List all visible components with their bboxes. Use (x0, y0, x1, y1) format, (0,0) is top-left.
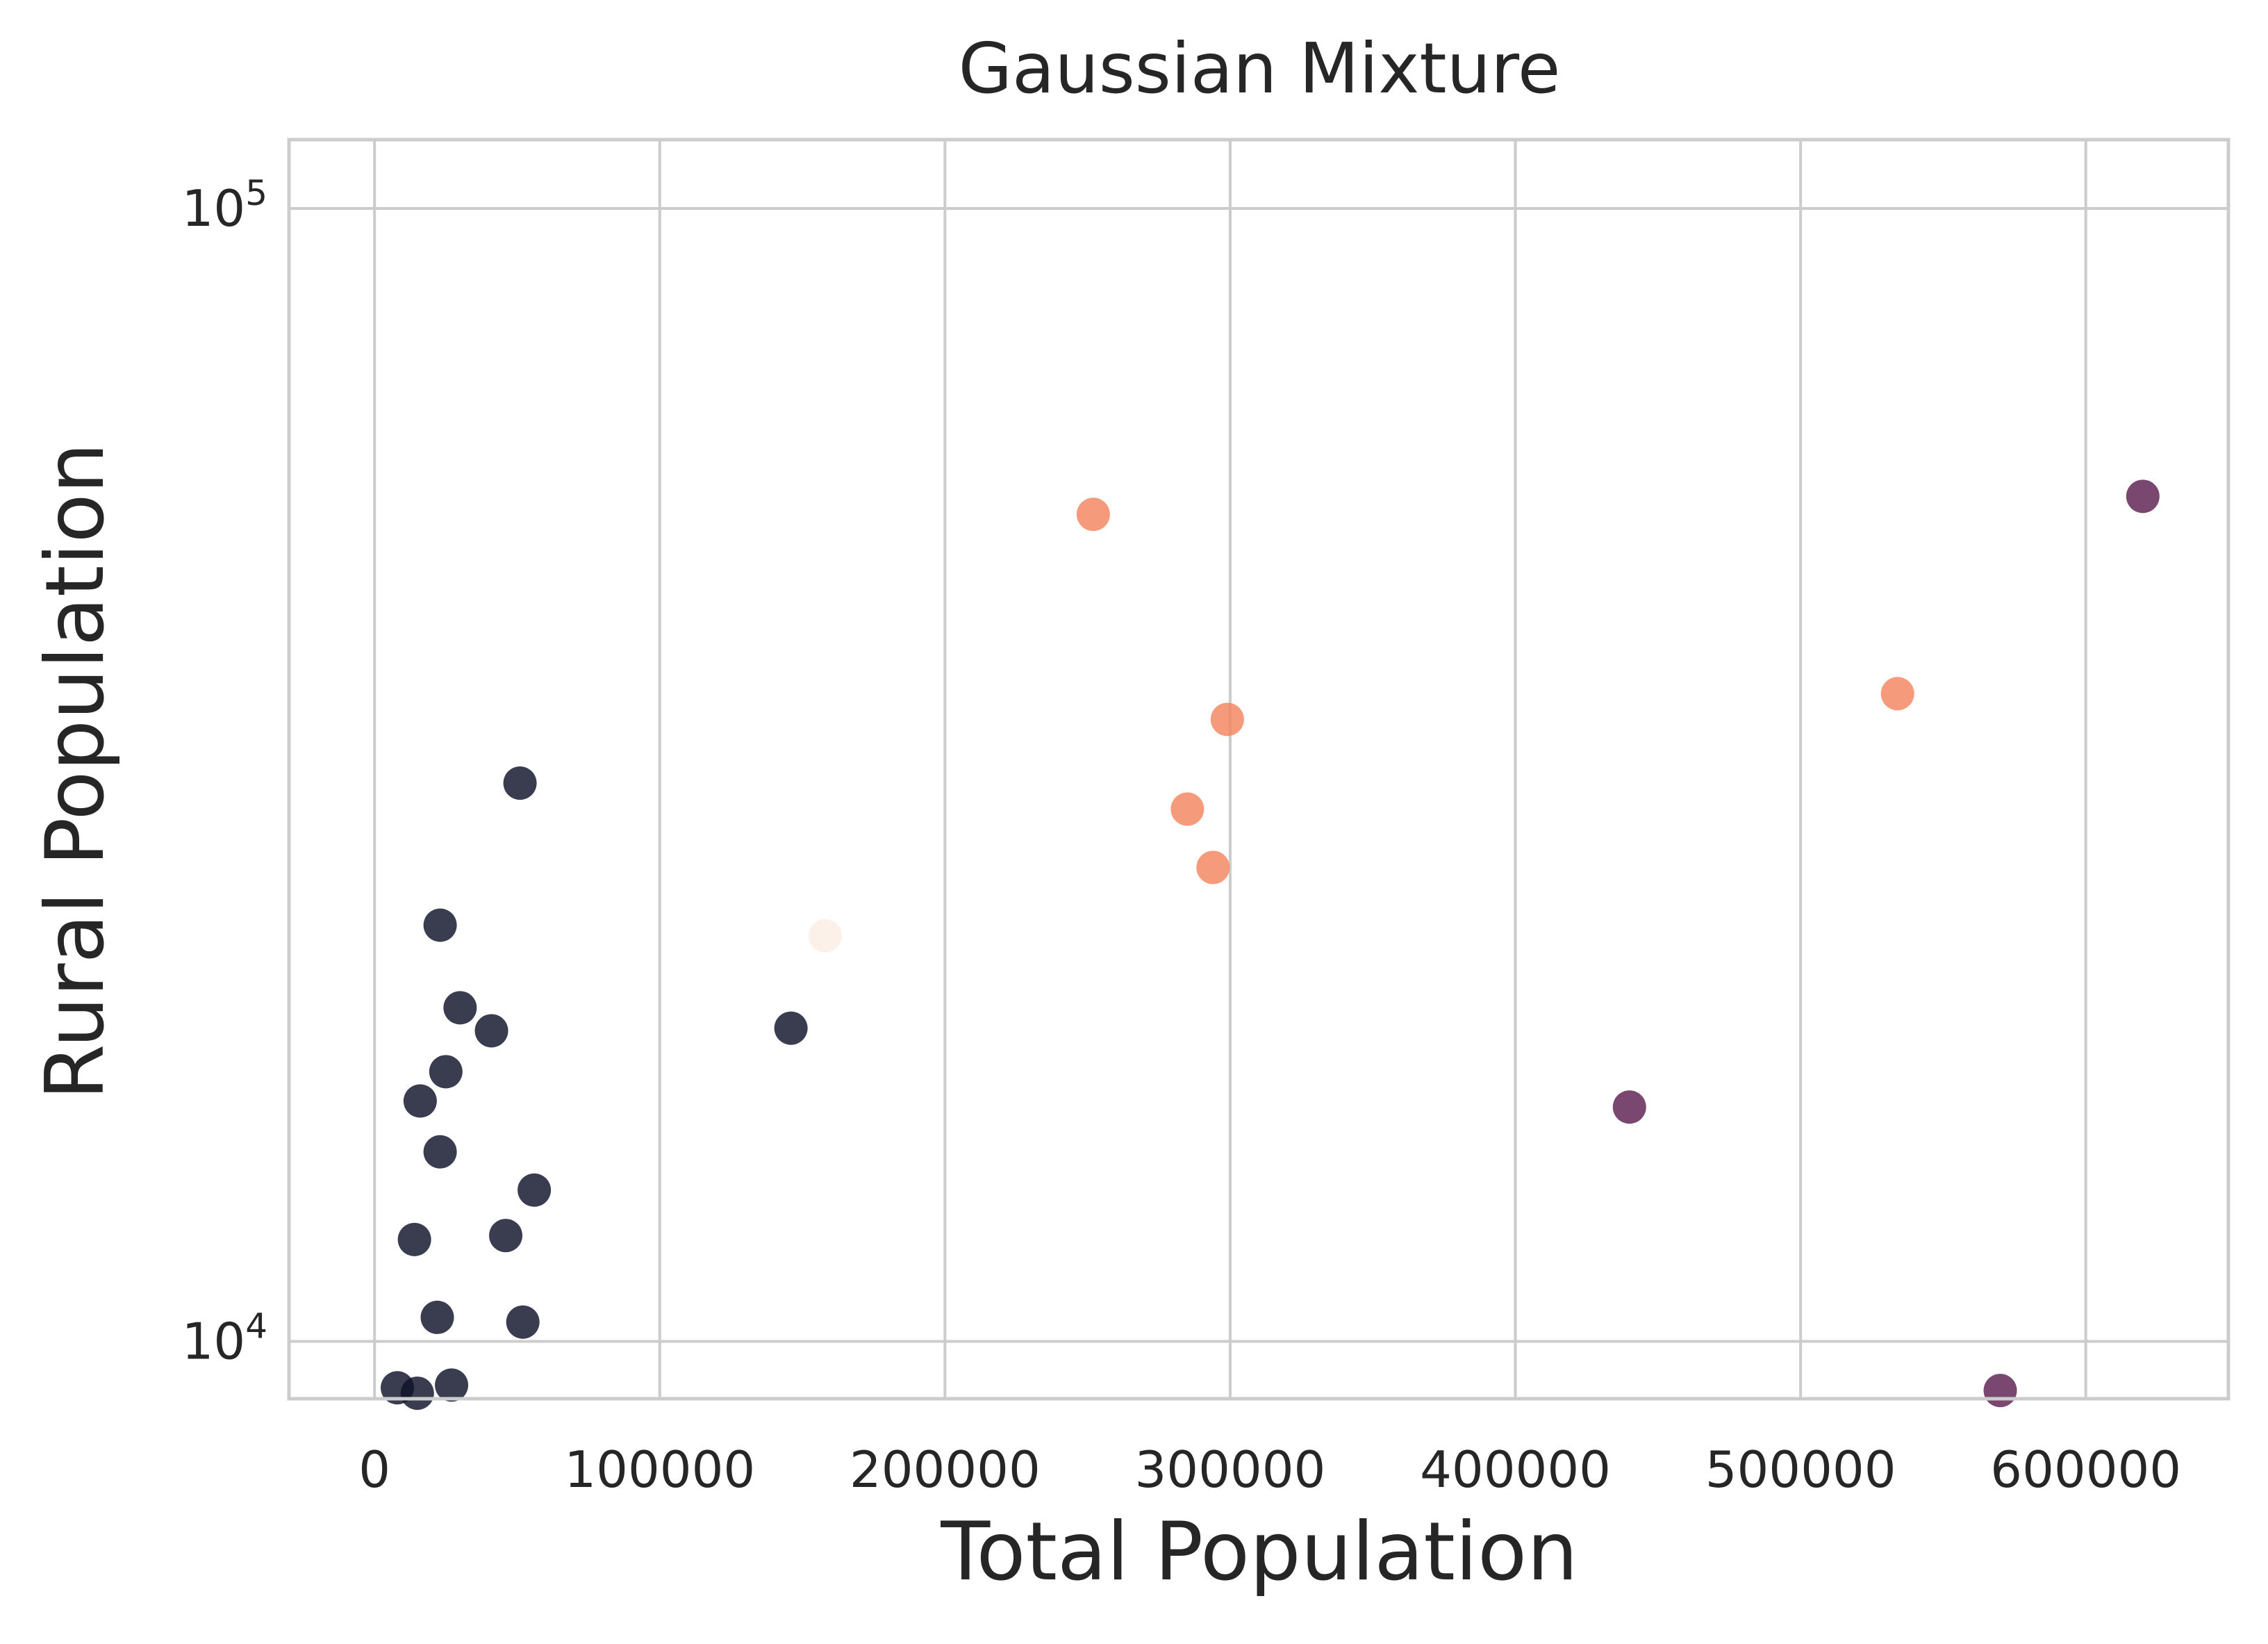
data-point (423, 908, 457, 942)
data-point (1076, 498, 1110, 532)
data-point (397, 1222, 431, 1256)
data-point (423, 1135, 457, 1169)
x-tick-label: 400000 (1420, 1440, 1611, 1499)
x-tick-label: 100000 (564, 1440, 755, 1499)
grid-lines (289, 140, 2228, 1399)
x-tick-label: 600000 (1990, 1440, 2181, 1499)
y-tick-label: 105 (182, 173, 267, 238)
data-point (1880, 677, 1914, 711)
data-point (429, 1055, 463, 1089)
data-point (474, 1014, 508, 1048)
data-point (400, 1376, 434, 1411)
data-points (381, 479, 2160, 1411)
data-point (1612, 1090, 1646, 1124)
data-point (2126, 479, 2160, 513)
data-point (1210, 702, 1244, 737)
x-tick-labels: 0 100000 200000 300000 400000 500000 600000 (358, 1440, 2181, 1499)
x-tick-label: 300000 (1135, 1440, 1326, 1499)
data-point (506, 1305, 540, 1339)
x-tick-label: 200000 (850, 1440, 1041, 1499)
data-point (1196, 850, 1230, 885)
y-axis-label: Rural Population (28, 443, 122, 1100)
y-tick-label: 104 (182, 1306, 267, 1370)
data-point (503, 766, 537, 800)
data-point (518, 1173, 552, 1207)
data-point (808, 919, 842, 953)
plot-area-frame (287, 138, 2230, 1401)
x-tick-label: 0 (358, 1440, 390, 1499)
data-point (435, 1368, 469, 1402)
chart-title: Gaussian Mixture (959, 28, 1561, 109)
x-tick-label: 500000 (1705, 1440, 1896, 1499)
data-point (420, 1300, 454, 1334)
x-axis-label: Total Population (940, 1505, 1578, 1599)
data-point (489, 1219, 523, 1253)
data-point (443, 991, 477, 1025)
data-point (1170, 792, 1205, 826)
data-point (1983, 1374, 2017, 1408)
y-tick-labels: 104 105 (182, 173, 267, 1371)
data-point (774, 1011, 808, 1045)
data-point (403, 1084, 437, 1118)
